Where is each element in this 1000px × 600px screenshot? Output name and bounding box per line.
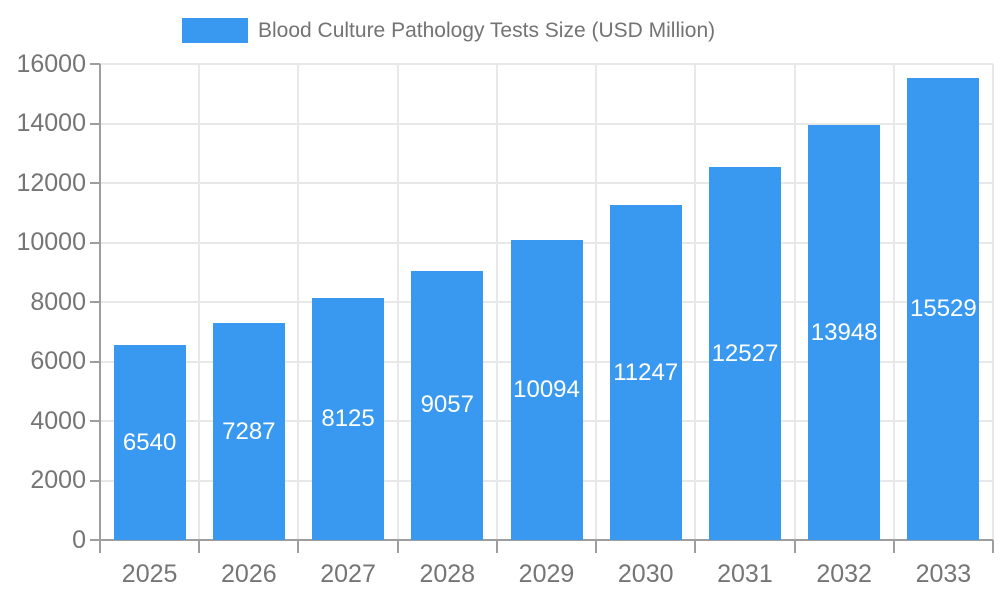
chart-legend[interactable]: Blood Culture Pathology Tests Size (USD … — [182, 18, 715, 43]
x-tick-mark — [595, 540, 598, 553]
x-axis-label: 2033 — [915, 560, 972, 588]
x-axis-line — [90, 539, 993, 541]
y-axis-label: 0 — [72, 525, 86, 554]
y-tick-mark — [90, 360, 100, 363]
bar[interactable]: 8125 — [312, 298, 385, 540]
x-gridline — [198, 64, 201, 540]
bar[interactable]: 15529 — [907, 78, 980, 540]
bar[interactable]: 9057 — [411, 270, 484, 540]
x-tick-mark — [495, 540, 498, 553]
bar[interactable]: 13948 — [808, 125, 881, 540]
x-tick-mark — [992, 540, 994, 553]
x-axis-label: 2025 — [121, 560, 178, 588]
x-gridline — [396, 64, 399, 540]
bar-value-label: 11247 — [613, 358, 679, 386]
x-axis-label: 2028 — [419, 560, 476, 588]
x-gridline — [694, 64, 697, 540]
x-tick-mark — [793, 540, 796, 553]
x-gridline — [495, 64, 498, 540]
y-gridline — [100, 63, 993, 65]
bar-value-label: 10094 — [513, 375, 580, 403]
x-gridline — [992, 64, 994, 540]
bar-value-label: 7287 — [222, 417, 276, 445]
x-axis-label: 2031 — [717, 560, 773, 588]
bar[interactable]: 11247 — [609, 205, 682, 540]
y-axis-label: 14000 — [16, 109, 86, 137]
y-tick-mark — [90, 122, 100, 125]
y-axis-label: 2000 — [30, 466, 86, 494]
bar-value-label: 12527 — [711, 339, 779, 367]
y-axis-line — [99, 64, 101, 542]
bar-value-label: 13948 — [810, 318, 878, 346]
x-tick-mark — [694, 540, 697, 553]
y-axis-label: 6000 — [30, 347, 86, 375]
y-axis-label: 8000 — [30, 287, 86, 316]
bar-value-label: 8125 — [321, 405, 375, 433]
y-axis-label: 4000 — [30, 406, 86, 435]
y-tick-mark — [90, 420, 100, 422]
bar[interactable]: 6540 — [113, 345, 186, 540]
y-tick-mark — [90, 479, 100, 482]
bar-value-label: 6540 — [122, 428, 177, 456]
y-tick-mark — [90, 301, 100, 303]
x-gridline — [793, 64, 796, 540]
legend-label: Blood Culture Pathology Tests Size (USD … — [258, 19, 716, 42]
x-gridline — [595, 64, 598, 540]
y-gridline — [100, 122, 993, 125]
x-tick-mark — [396, 540, 399, 553]
y-axis-label: 12000 — [16, 168, 86, 197]
bar[interactable]: 10094 — [510, 239, 583, 540]
y-axis-label: 16000 — [16, 49, 86, 78]
x-axis-label: 2027 — [320, 560, 376, 588]
y-tick-mark — [90, 182, 100, 184]
y-tick-mark — [90, 241, 100, 244]
x-tick-mark — [892, 540, 895, 553]
x-tick-mark — [198, 540, 201, 553]
y-tick-mark — [90, 63, 100, 65]
x-axis-label: 2030 — [617, 560, 674, 588]
y-axis-label: 10000 — [16, 228, 86, 256]
x-axis-label: 2026 — [221, 560, 277, 588]
x-axis-label: 2029 — [518, 560, 575, 588]
x-gridline — [297, 64, 300, 540]
bar-value-label: 9057 — [420, 391, 474, 419]
x-gridline — [892, 64, 895, 540]
y-gridline — [100, 182, 993, 184]
bar-value-label: 15529 — [910, 294, 977, 322]
legend-swatch — [182, 18, 248, 43]
bar[interactable]: 7287 — [212, 323, 285, 540]
x-tick-mark — [99, 540, 101, 553]
bar[interactable]: 12527 — [708, 167, 781, 540]
x-axis-label: 2032 — [816, 560, 872, 588]
x-tick-mark — [297, 540, 300, 553]
